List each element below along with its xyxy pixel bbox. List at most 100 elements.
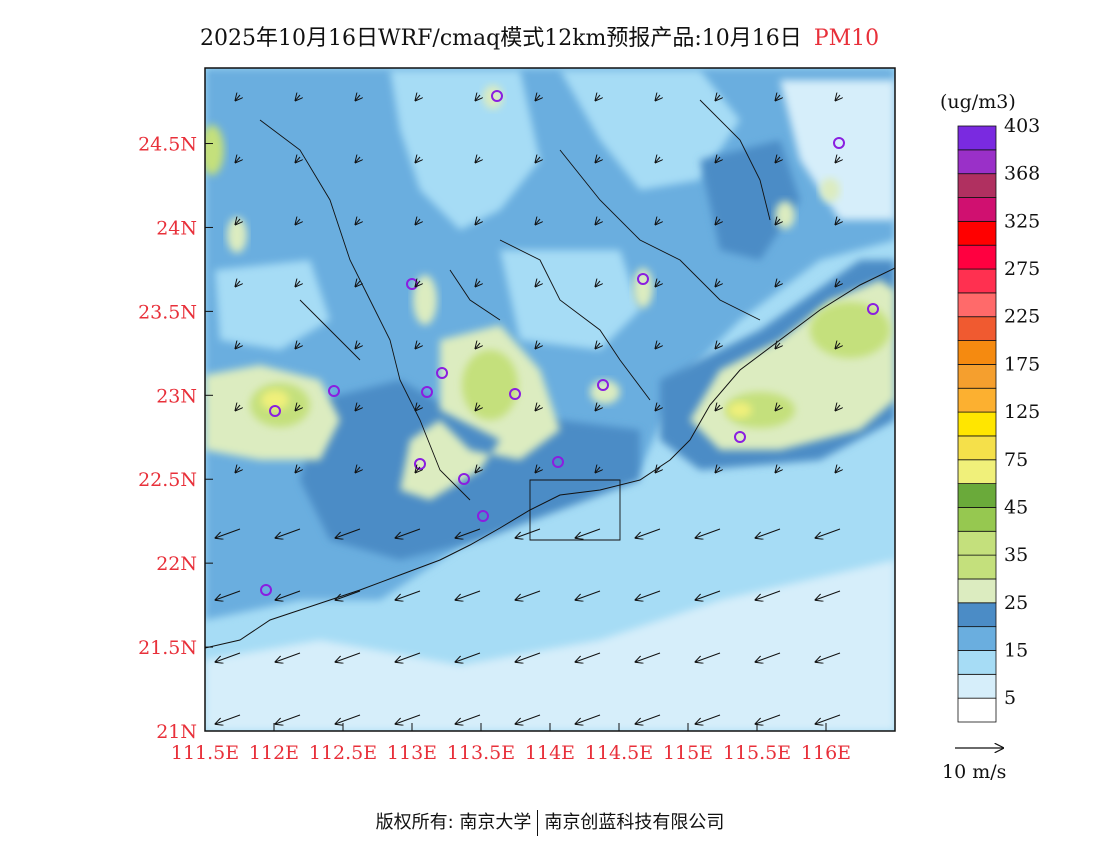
- wind-arrow: [656, 95, 660, 100]
- wind-arrow: [476, 219, 480, 224]
- copyright-org-2: 南京创蓝科技有限公司: [544, 812, 725, 833]
- wind-arrow: [836, 343, 840, 348]
- wind-arrow: [456, 652, 481, 662]
- lat-axis: 24.5N 24N 23.5N 23N 22.5N 22N 21.5N 21N: [138, 134, 213, 743]
- legend-swatch: [957, 554, 997, 580]
- wind-arrow: [756, 590, 781, 600]
- wind-arrow: [776, 219, 780, 224]
- interior-light-2: [560, 70, 740, 190]
- wind-arrow: [276, 528, 301, 538]
- monitoring-site: [833, 137, 845, 149]
- legend-value-label: 45: [1004, 496, 1028, 518]
- lon-tick-label: 112.5E: [309, 742, 377, 764]
- legend-swatch: [957, 292, 997, 318]
- wind-arrow: [636, 714, 661, 724]
- wind-arrow: [716, 343, 720, 348]
- legend-value-label: 275: [1004, 258, 1040, 280]
- legend-swatch: [957, 602, 997, 628]
- wind-arrow: [296, 219, 300, 224]
- lon-tick-label: 113.5E: [447, 742, 515, 764]
- monitoring-site: [328, 385, 340, 397]
- wind-arrow: [716, 219, 720, 224]
- wind-arrow: [536, 343, 540, 348]
- legend-labels: 5 15 25 35 45 75 125 175 225 275 325 368 403: [1004, 115, 1040, 709]
- wind-arrow: [516, 714, 541, 724]
- wind-arrow: [576, 714, 601, 724]
- monitoring-site: [260, 584, 272, 596]
- lon-tick-label: 112E: [249, 742, 299, 764]
- monitoring-site: [477, 510, 489, 522]
- wind-arrow: [636, 590, 661, 600]
- wind-arrow: [356, 95, 360, 100]
- wind-arrow: [296, 467, 300, 472]
- wind-arrow: [516, 590, 541, 600]
- wind-arrow: [596, 95, 600, 100]
- sea-light-band: [205, 560, 895, 731]
- wind-arrow: [216, 590, 241, 600]
- plume-small-7: [820, 178, 840, 202]
- wind-arrow: [276, 714, 301, 724]
- wind-arrow: [456, 590, 481, 600]
- wind-arrow: [696, 528, 721, 538]
- legend-swatch: [957, 316, 997, 341]
- wind-arrow: [576, 528, 601, 538]
- wind-arrow: [296, 157, 300, 162]
- coastline: [205, 267, 895, 649]
- wind-arrow: [776, 343, 780, 348]
- wind-arrow: [416, 219, 420, 224]
- legend-value-label: 5: [1004, 687, 1016, 709]
- monitoring-site: [491, 90, 503, 102]
- lon-tick-label: 113E: [387, 742, 437, 764]
- wind-arrow: [776, 281, 780, 286]
- monitoring-site: [597, 379, 609, 391]
- wind-arrow: [536, 157, 540, 162]
- legend-swatch: [957, 244, 997, 270]
- legend-colorbar: [957, 125, 997, 723]
- legend-swatch: [957, 149, 997, 175]
- wind-arrow: [476, 467, 480, 472]
- legend-value-label: 225: [1004, 306, 1040, 328]
- wind-arrow: [356, 467, 360, 472]
- wind-arrow: [356, 281, 360, 286]
- plume-small-5: [590, 380, 620, 404]
- wind-arrow: [456, 528, 481, 538]
- wind-arrow: [236, 405, 240, 410]
- legend-value-label: 25: [1004, 592, 1028, 614]
- wind-arrow: [396, 714, 421, 724]
- wind-arrow: [656, 343, 660, 348]
- plume-east-core: [810, 302, 890, 358]
- wind-arrow: [296, 281, 300, 286]
- lat-tick-label: 21N: [156, 721, 197, 743]
- wind-arrow: [516, 652, 541, 662]
- wind-arrow: [836, 157, 840, 162]
- wind-arrow: [716, 281, 720, 286]
- legend-swatch: [957, 340, 997, 365]
- wind-arrow: [336, 652, 361, 662]
- plume-east-core-2: [725, 392, 795, 428]
- plume-east-peak: [728, 402, 752, 418]
- wind-arrow: [576, 652, 601, 662]
- wind-arrow: [716, 157, 720, 162]
- wind-arrow: [236, 95, 240, 100]
- lon-tick-label: 111.5E: [171, 742, 239, 764]
- wind-arrow: [776, 467, 780, 472]
- wind-arrow: [816, 590, 841, 600]
- wind-arrow: [636, 528, 661, 538]
- legend-swatch: [957, 673, 997, 699]
- wind-arrow: [656, 219, 660, 224]
- lat-tick-label: 22N: [156, 553, 197, 575]
- legend-swatch: [957, 650, 997, 675]
- wind-arrow: [656, 467, 660, 472]
- lat-tick-label: 23.5N: [138, 301, 197, 323]
- lat-tick-label: 24N: [156, 217, 197, 239]
- interior-light-4: [500, 250, 640, 350]
- legend-value-label: 15: [1004, 639, 1028, 661]
- lat-tick-label: 21.5N: [138, 637, 197, 659]
- lon-tick-label: 114E: [525, 742, 575, 764]
- wind-arrow: [776, 405, 780, 410]
- wind-arrow: [836, 219, 840, 224]
- wind-arrow: [416, 405, 420, 410]
- wind-arrow: [816, 714, 841, 724]
- wind-arrow: [536, 281, 540, 286]
- wind-arrow: [596, 219, 600, 224]
